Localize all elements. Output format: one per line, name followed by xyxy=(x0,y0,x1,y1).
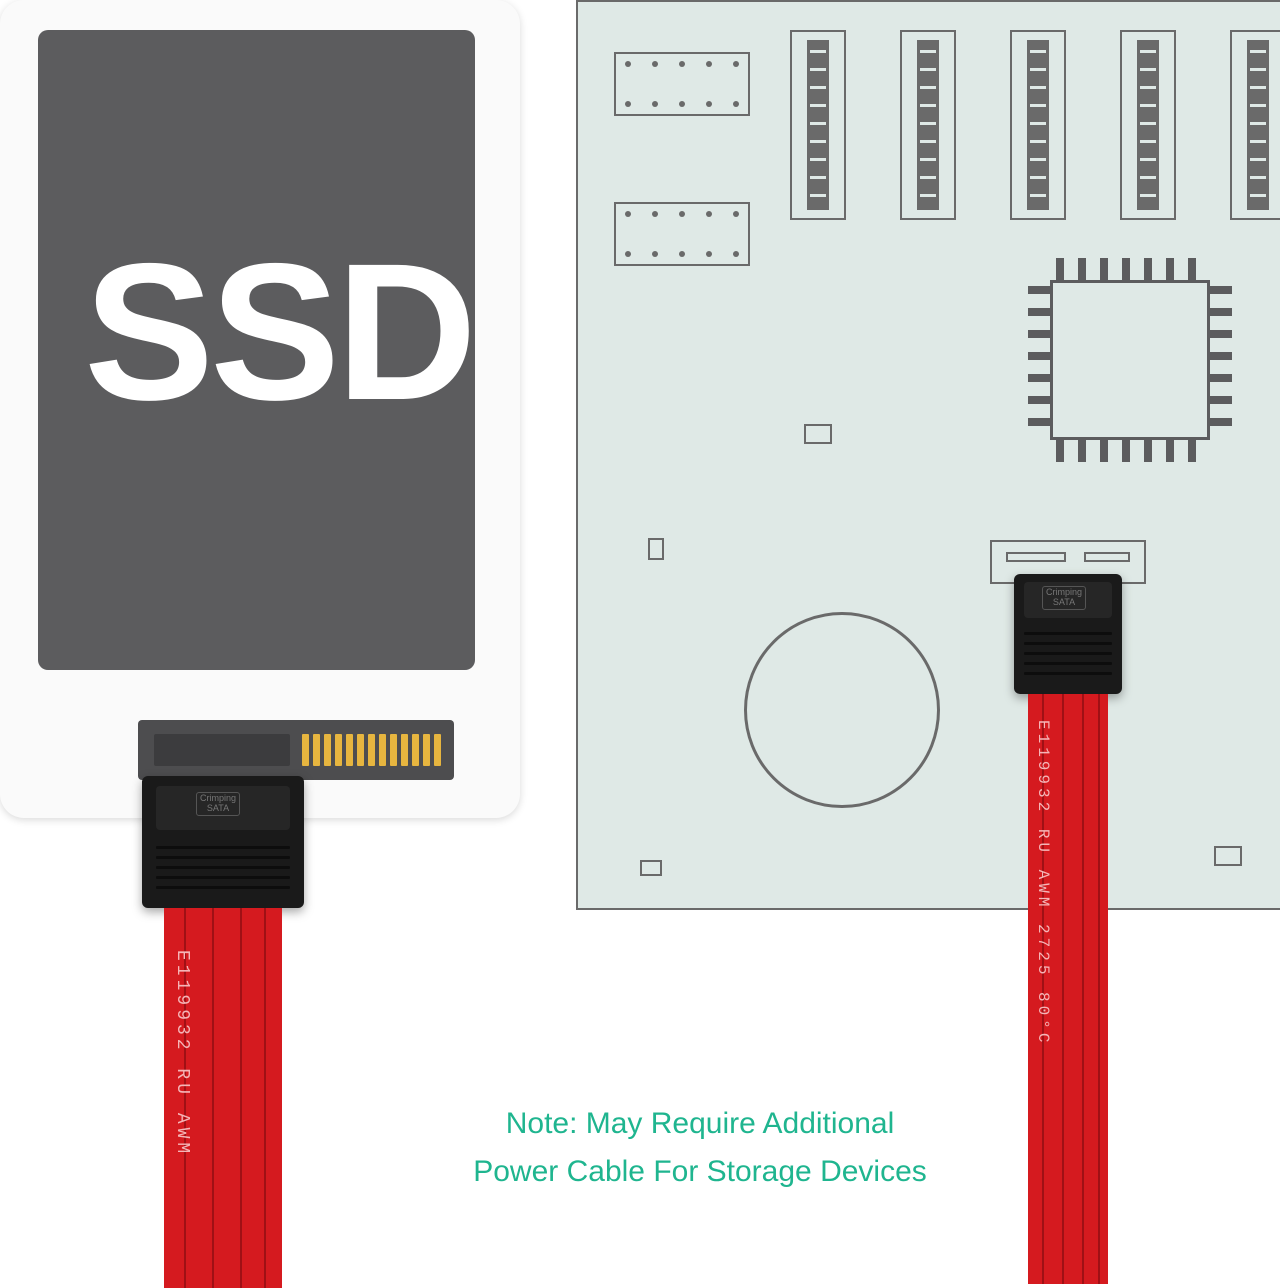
pin-dot xyxy=(733,101,739,107)
gold-pin xyxy=(434,734,441,766)
pcie-slot-inner xyxy=(807,40,829,210)
note-line2: Power Cable For Storage Devices xyxy=(473,1155,927,1188)
pin-dot xyxy=(625,251,631,257)
gold-pin xyxy=(390,734,397,766)
pin-dot xyxy=(733,61,739,67)
pin-dot xyxy=(706,251,712,257)
pin-dot xyxy=(679,251,685,257)
chip-pin xyxy=(1210,418,1232,426)
small-component xyxy=(648,538,664,560)
pin-dot xyxy=(652,251,658,257)
pin-dot xyxy=(679,101,685,107)
pcie-slot-inner xyxy=(1137,40,1159,210)
gold-pin xyxy=(412,734,419,766)
gold-pin xyxy=(379,734,386,766)
pin-dot xyxy=(706,211,712,217)
pin-dot xyxy=(733,211,739,217)
gold-pin xyxy=(357,734,364,766)
chip-pin xyxy=(1210,374,1232,382)
pin-dot xyxy=(652,101,658,107)
gold-pin xyxy=(346,734,353,766)
pin-dot xyxy=(706,101,712,107)
pcie-slot-inner xyxy=(1027,40,1049,210)
chip-pin xyxy=(1210,286,1232,294)
small-component xyxy=(1214,846,1242,866)
gold-pin xyxy=(302,734,309,766)
mobo-cable-text: E119932 RU AWM 2725 80°C xyxy=(1034,720,1052,1280)
ssd-label: SSD xyxy=(84,220,473,444)
chip-pin xyxy=(1056,258,1064,280)
chip-pin xyxy=(1122,258,1130,280)
chip-pin xyxy=(1028,286,1050,294)
chip-pin xyxy=(1028,418,1050,426)
note-text: Note: May Require Additional Power Cable… xyxy=(400,1100,1000,1196)
chip-pin xyxy=(1188,258,1196,280)
pin-dot xyxy=(625,61,631,67)
chip-pin xyxy=(1078,440,1086,462)
chip-pin xyxy=(1028,330,1050,338)
gold-pin xyxy=(368,734,375,766)
chip-pin xyxy=(1188,440,1196,462)
connector-label: CrimpingSATA xyxy=(1042,586,1086,610)
chip-pin xyxy=(1210,308,1232,316)
gold-pin xyxy=(324,734,331,766)
mounting-hole-icon xyxy=(744,612,940,808)
gold-pin xyxy=(313,734,320,766)
chip-pin xyxy=(1210,352,1232,360)
pin-dot xyxy=(679,61,685,67)
gold-pin xyxy=(423,734,430,766)
chip-pin xyxy=(1078,258,1086,280)
chip-pin xyxy=(1122,440,1130,462)
pin-dot xyxy=(652,61,658,67)
chip-pin xyxy=(1166,258,1174,280)
chip-pin xyxy=(1210,330,1232,338)
chip-pin xyxy=(1100,440,1108,462)
small-component xyxy=(804,424,832,444)
chip-pin xyxy=(1028,396,1050,404)
chip-pin xyxy=(1144,258,1152,280)
chip-pin xyxy=(1028,352,1050,360)
pin-dot xyxy=(706,61,712,67)
gold-pin xyxy=(335,734,342,766)
chip-pin xyxy=(1100,258,1108,280)
ssd-connector: CrimpingSATA xyxy=(142,776,304,908)
ssd-cable-text: E119932 RU AWM xyxy=(172,950,192,1280)
pcie-slot-inner xyxy=(917,40,939,210)
chip-pin xyxy=(1210,396,1232,404)
chip-pin xyxy=(1166,440,1174,462)
chip-body xyxy=(1050,280,1210,440)
pin-dot xyxy=(679,211,685,217)
small-component xyxy=(640,860,662,876)
chip-pin xyxy=(1028,374,1050,382)
connector-label: CrimpingSATA xyxy=(196,792,240,816)
pin-dot xyxy=(733,251,739,257)
chip-pin xyxy=(1056,440,1064,462)
note-line1: Note: May Require Additional xyxy=(506,1107,895,1140)
mobo-connector: CrimpingSATA xyxy=(1014,574,1122,694)
chip-pin xyxy=(1028,308,1050,316)
chip-pin xyxy=(1144,440,1152,462)
pin-dot xyxy=(625,101,631,107)
gold-pin xyxy=(401,734,408,766)
pin-dot xyxy=(625,211,631,217)
pcie-slot-inner xyxy=(1247,40,1269,210)
pin-dot xyxy=(652,211,658,217)
